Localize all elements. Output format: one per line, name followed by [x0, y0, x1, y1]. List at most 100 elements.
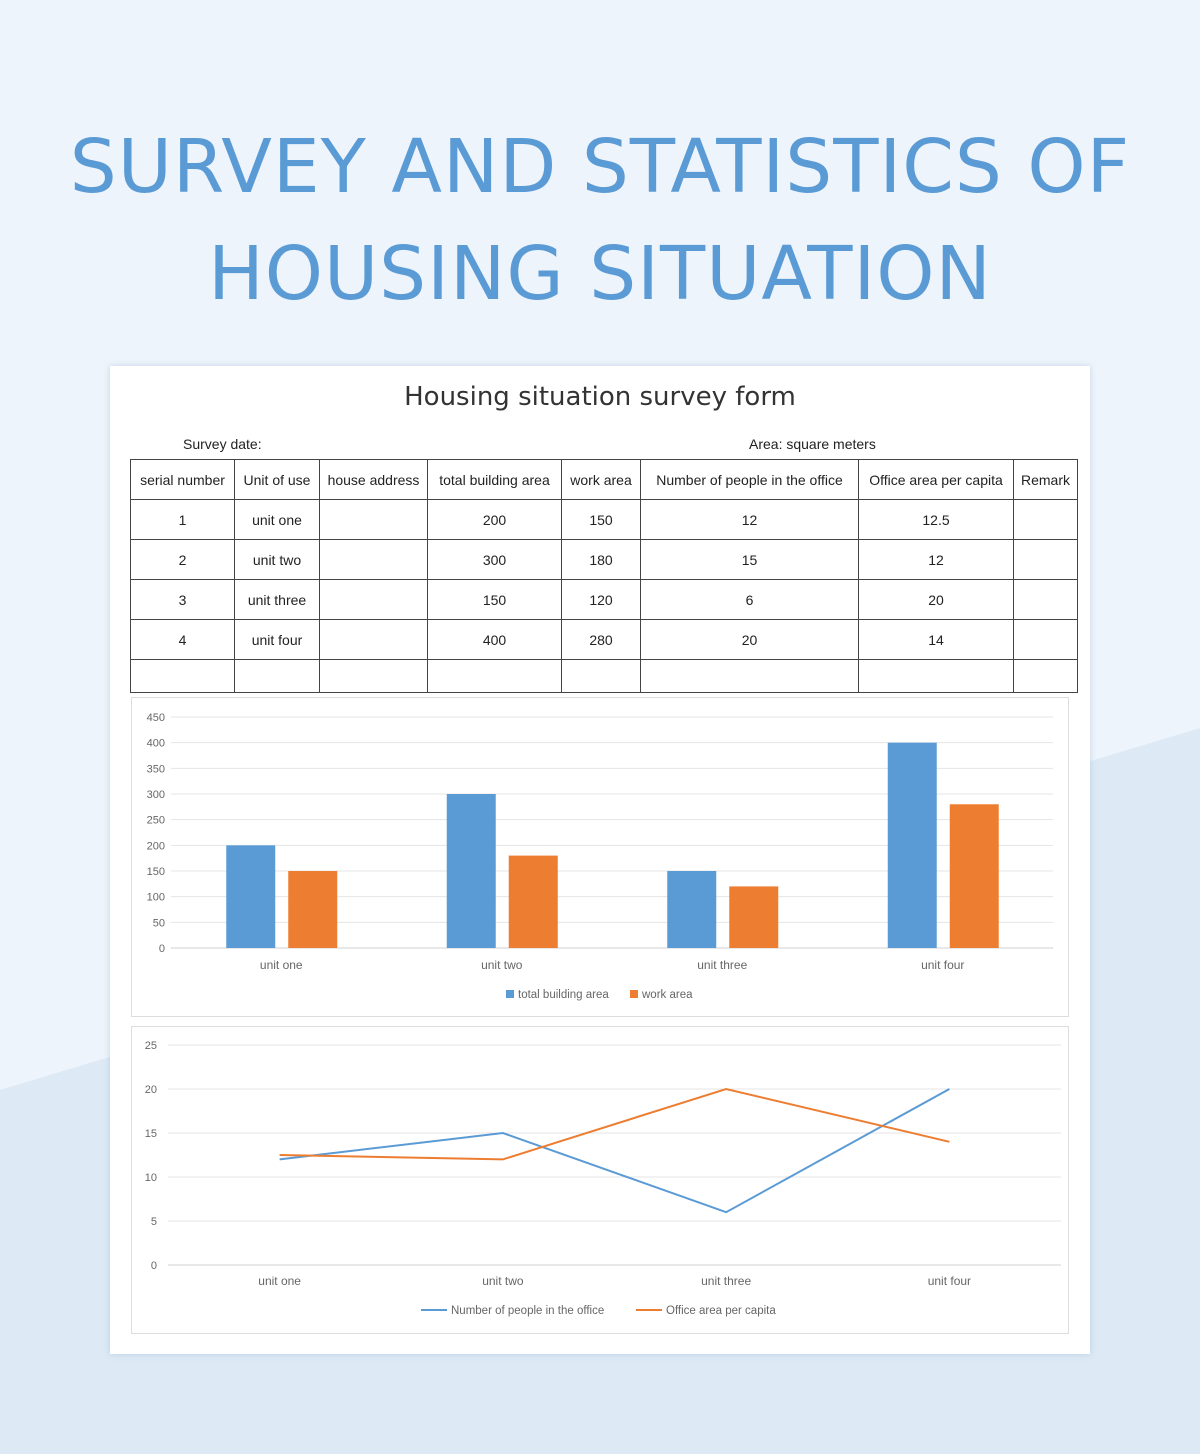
bar-total-building-area [226, 845, 276, 948]
y-tick-label: 300 [147, 789, 165, 801]
y-tick-label: 0 [151, 1260, 157, 1272]
table-cell[interactable] [427, 659, 562, 693]
legend-swatch [506, 990, 514, 998]
bar-work-area [729, 886, 779, 948]
column-header: total building area [427, 459, 562, 500]
table-row: 4 unit four 400 280 20 14 [130, 619, 1078, 660]
table-cell[interactable]: 400 [427, 619, 562, 660]
table-cell[interactable]: 20 [858, 579, 1014, 620]
x-tick-label: unit one [260, 958, 303, 972]
table-row: 1 unit one 200 150 12 12.5 [130, 499, 1078, 540]
y-tick-label: 150 [147, 866, 165, 878]
x-tick-label: unit two [481, 958, 523, 972]
table-cell[interactable]: unit three [234, 579, 320, 620]
table-cell[interactable] [319, 579, 428, 620]
table-row [130, 659, 1078, 693]
y-tick-label: 0 [159, 943, 165, 955]
table-cell[interactable]: 6 [640, 579, 859, 620]
y-tick-label: 400 [147, 738, 165, 750]
survey-table: serial number Unit of use house address tot… [130, 459, 1078, 693]
y-tick-label: 15 [145, 1128, 157, 1140]
table-row: 2 unit two 300 180 15 12 [130, 539, 1078, 580]
line-Office-area-per-capita [279, 1087, 950, 1161]
x-tick-label: unit four [928, 1274, 971, 1288]
page-title-line-2: HOUSING SITUATION [208, 231, 992, 317]
x-tick-label: unit three [701, 1274, 751, 1288]
table-cell[interactable]: 20 [640, 619, 859, 660]
table-cell[interactable] [1013, 499, 1078, 540]
table-cell[interactable]: 200 [427, 499, 562, 540]
table-cell[interactable]: 12 [640, 499, 859, 540]
table-cell[interactable]: 1 [130, 499, 235, 540]
column-header: Unit of use [234, 459, 320, 500]
table-cell[interactable]: 15 [640, 539, 859, 580]
legend-swatch [630, 990, 638, 998]
table-cell[interactable] [1013, 539, 1078, 580]
column-header: Number of people in the office [640, 459, 859, 500]
line-Number-of-people-in-the-office [279, 1088, 950, 1214]
x-tick-label: unit three [697, 958, 747, 972]
table-cell[interactable]: 14 [858, 619, 1014, 660]
form-title: Housing situation survey form [404, 382, 796, 412]
table-cell[interactable]: 300 [427, 539, 562, 580]
line-chart: 0 5 10 15 20 25 unit one unit two unit three unit… [131, 1026, 1069, 1334]
x-tick-label: unit four [921, 958, 964, 972]
table-cell[interactable]: unit one [234, 499, 320, 540]
table-cell[interactable] [130, 659, 235, 693]
table-row: 3 unit three 150 120 6 20 [130, 579, 1078, 620]
bar-work-area [508, 855, 558, 948]
table-cell[interactable] [1013, 619, 1078, 660]
y-tick-label: 50 [153, 917, 165, 929]
legend-label: total building area [518, 989, 609, 1001]
bar-total-building-area [667, 871, 717, 948]
table-cell[interactable] [561, 659, 641, 693]
y-tick-label: 25 [145, 1040, 157, 1052]
legend-label: Number of people in the office [451, 1305, 604, 1317]
table-cell[interactable]: 12 [858, 539, 1014, 580]
legend-label: work area [641, 989, 693, 1001]
survey-date-label: Survey date: [183, 436, 262, 452]
y-tick-label: 350 [147, 763, 165, 775]
table-cell[interactable]: 150 [427, 579, 562, 620]
table-cell[interactable] [319, 539, 428, 580]
column-header: Office area per capita [858, 459, 1014, 500]
bar-total-building-area [887, 742, 937, 948]
table-cell[interactable] [858, 659, 1014, 693]
y-tick-label: 100 [147, 892, 165, 904]
bar-work-area [949, 804, 999, 948]
table-cell[interactable] [1013, 579, 1078, 620]
y-tick-label: 20 [145, 1084, 157, 1096]
column-header: work area [561, 459, 641, 500]
y-tick-label: 5 [151, 1216, 157, 1228]
table-cell[interactable] [319, 619, 428, 660]
x-tick-label: unit two [482, 1274, 524, 1288]
area-unit-label: Area: square meters [749, 436, 876, 452]
y-tick-label: 450 [147, 712, 165, 724]
table-cell[interactable]: 120 [561, 579, 641, 620]
page-title-line-1: SURVEY AND STATISTICS OF [69, 124, 1131, 210]
table-cell[interactable]: 3 [130, 579, 235, 620]
y-tick-label: 250 [147, 815, 165, 827]
bar-chart: 0 50 100 150 200 250 300 350 400 450 unit one unit … [131, 697, 1069, 1017]
column-header: serial number [130, 459, 235, 500]
bar-total-building-area [446, 794, 496, 948]
table-cell[interactable]: 180 [561, 539, 641, 580]
table-cell[interactable] [234, 659, 320, 693]
table-cell[interactable]: 4 [130, 619, 235, 660]
bar-work-area [288, 871, 338, 948]
table-cell[interactable] [640, 659, 859, 693]
table-cell[interactable]: unit two [234, 539, 320, 580]
table-cell[interactable]: 12.5 [858, 499, 1014, 540]
table-cell[interactable] [1013, 659, 1078, 693]
x-tick-label: unit one [258, 1274, 301, 1288]
table-cell[interactable]: unit four [234, 619, 320, 660]
table-cell[interactable]: 150 [561, 499, 641, 540]
survey-sheet: Housing situation survey form Survey dat… [110, 366, 1090, 1354]
table-cell[interactable] [319, 499, 428, 540]
legend-label: Office area per capita [666, 1305, 776, 1317]
table-cell[interactable] [319, 659, 428, 693]
table-cell[interactable]: 280 [561, 619, 641, 660]
column-header: house address [319, 459, 428, 500]
column-header: Remark [1013, 459, 1078, 500]
table-cell[interactable]: 2 [130, 539, 235, 580]
